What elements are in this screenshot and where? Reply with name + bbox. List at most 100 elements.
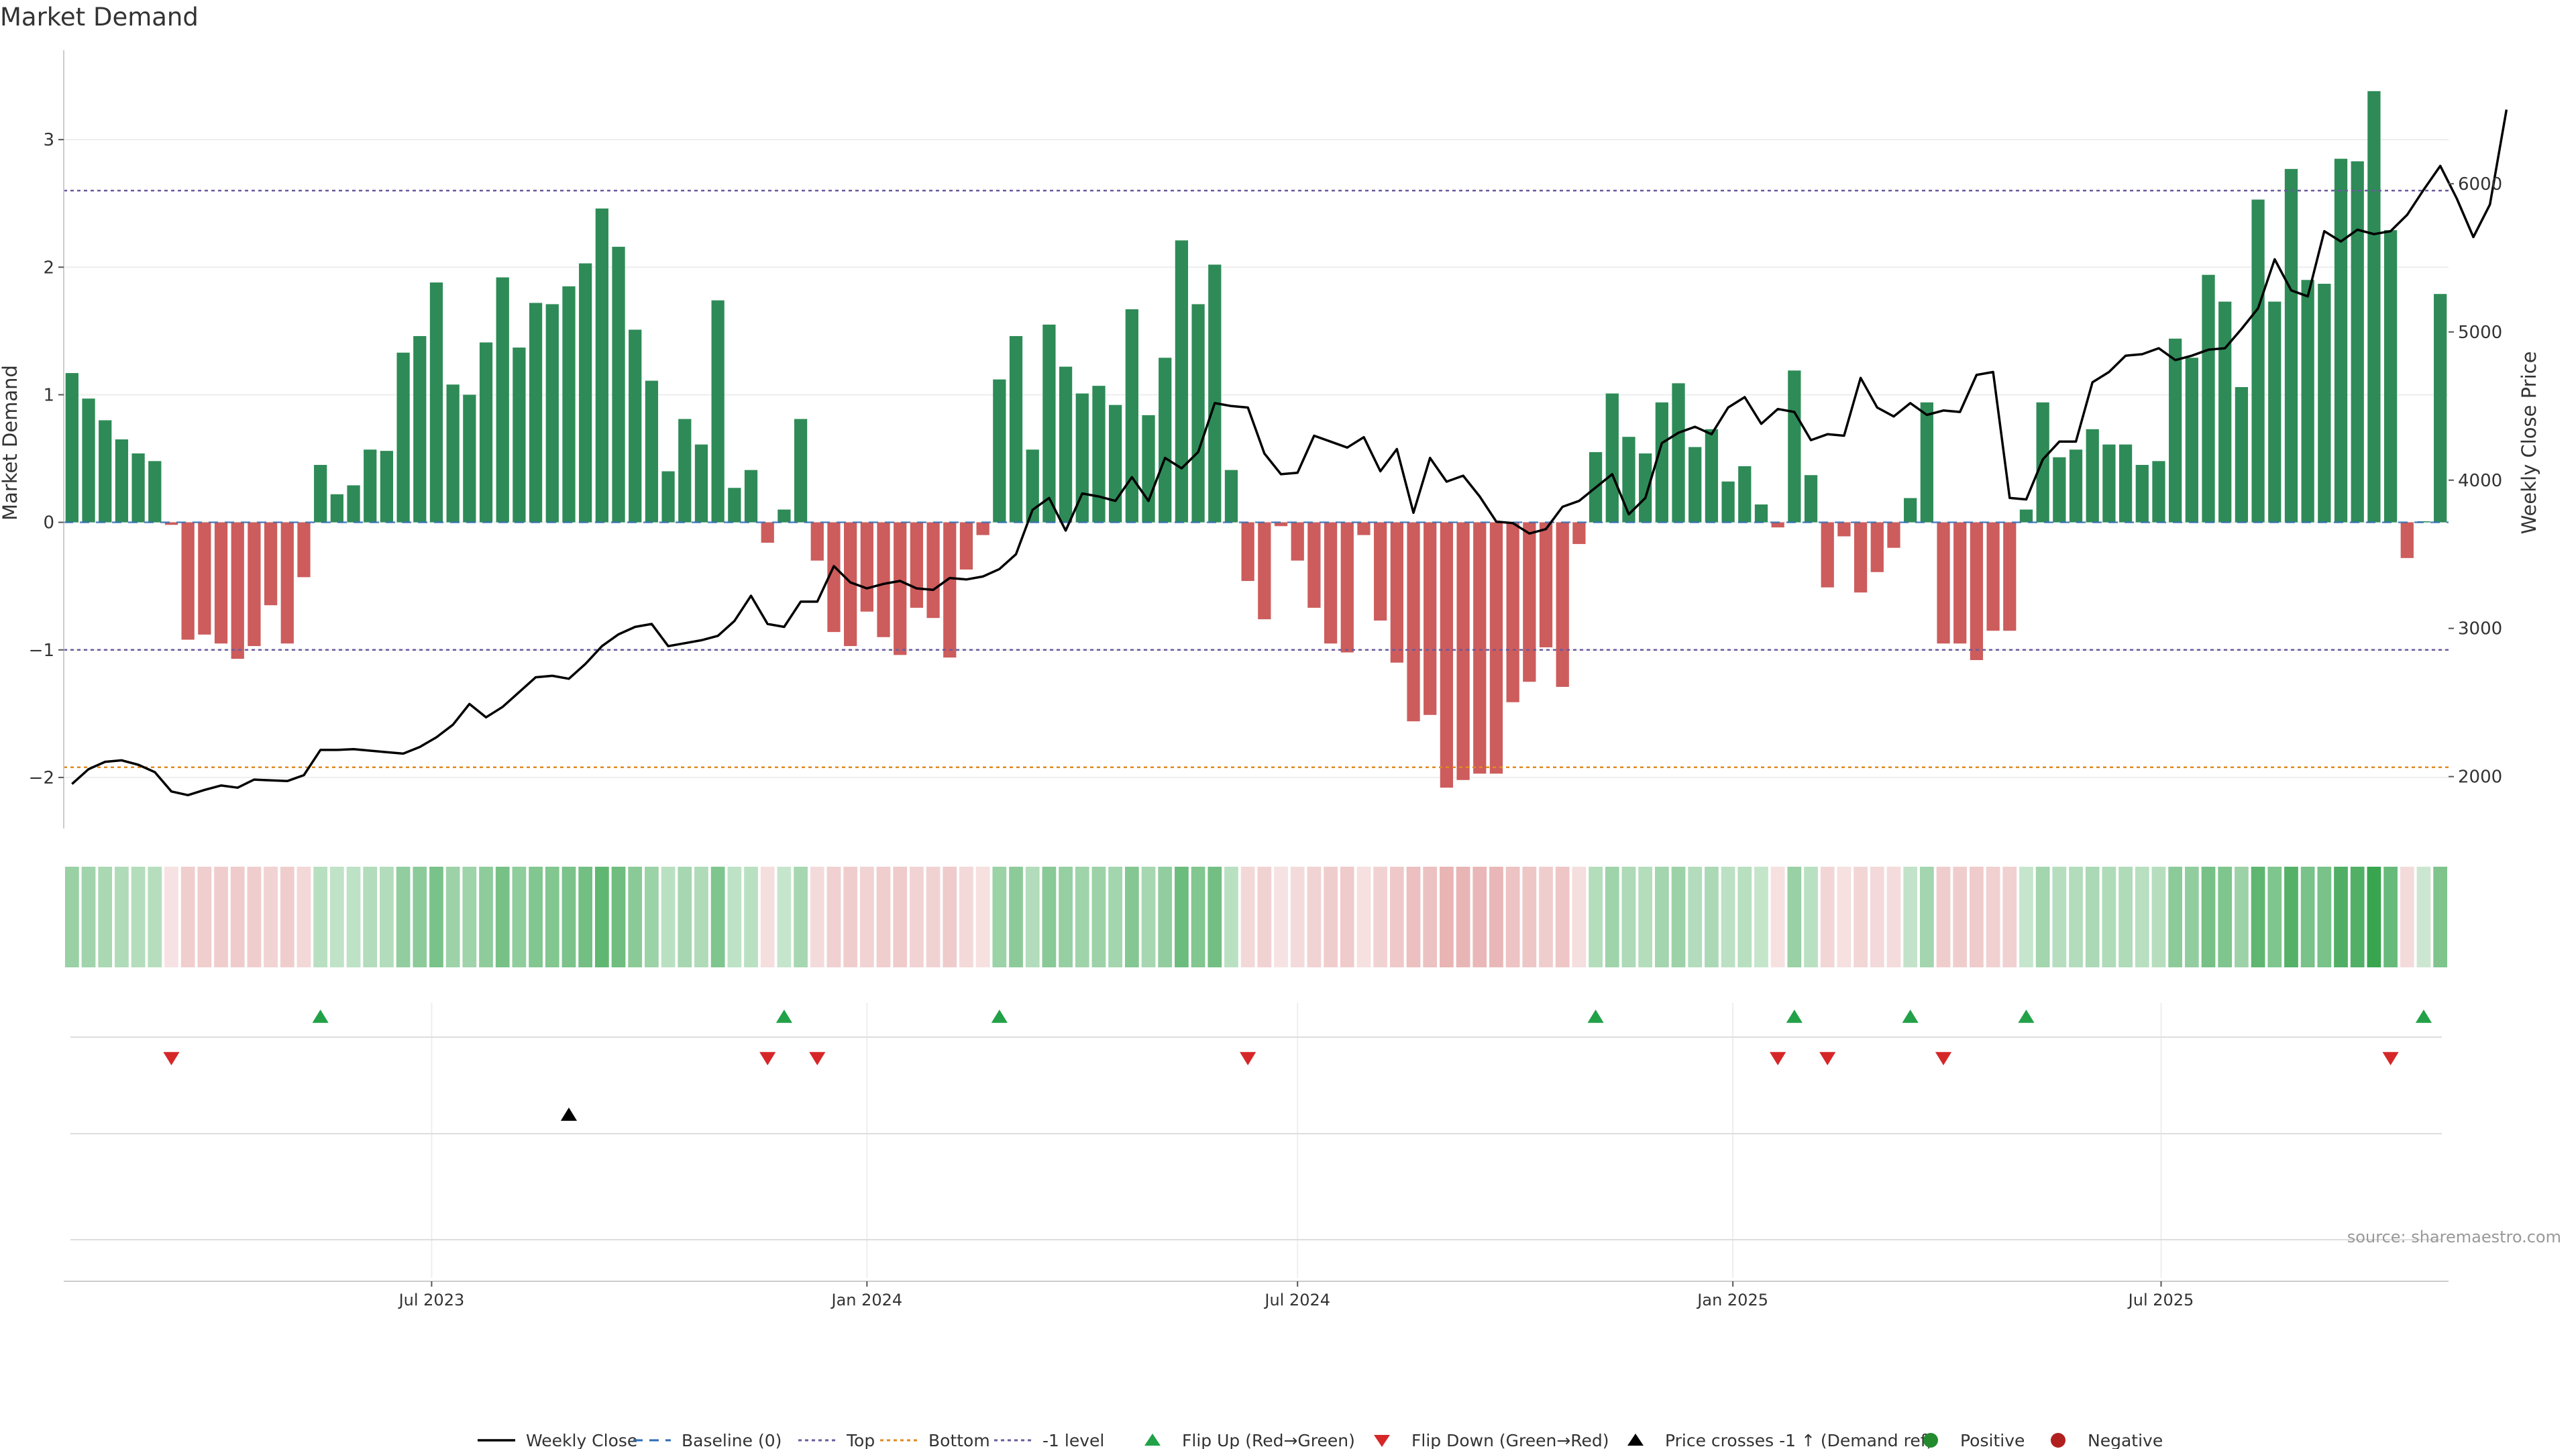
- heat-cell: [230, 867, 245, 967]
- heat-cell: [594, 867, 609, 967]
- demand-bar-positive: [545, 304, 559, 523]
- demand-bar-negative: [1440, 522, 1454, 788]
- demand-bar-positive: [463, 394, 476, 523]
- heat-cell: [1059, 867, 1073, 967]
- heat-cell: [859, 867, 874, 967]
- heat-cell: [1572, 867, 1587, 967]
- legend-swatch-triangle-up: [1627, 1434, 1644, 1446]
- demand-bar-positive: [2383, 230, 2398, 523]
- demand-bar-negative: [1390, 522, 1403, 663]
- heat-cell: [1505, 867, 1520, 967]
- demand-bar-positive: [629, 329, 642, 523]
- demand-bar-positive: [380, 451, 394, 523]
- demand-bar-positive: [2086, 429, 2099, 523]
- demand-bar-positive: [1605, 393, 1619, 523]
- demand-bar-positive: [330, 494, 343, 523]
- heat-cell: [710, 867, 725, 967]
- demand-bar-positive: [396, 352, 410, 523]
- heat-cell: [2184, 867, 2199, 967]
- y-tick-label-left: 2: [43, 258, 54, 278]
- flip-down-marker: [1935, 1052, 1952, 1065]
- heat-cell: [2267, 867, 2282, 967]
- demand-bars: [65, 91, 2447, 788]
- demand-bar-positive: [314, 465, 327, 523]
- demand-bar-negative: [761, 522, 774, 543]
- heat-cell: [297, 867, 311, 967]
- heat-cell: [777, 867, 792, 967]
- heat-cell: [1820, 867, 1835, 967]
- x-tick-label: Jul 2023: [398, 1291, 465, 1309]
- heat-cell: [975, 867, 990, 967]
- demand-bar-positive: [1622, 437, 1635, 523]
- demand-bar-positive: [1208, 264, 1222, 523]
- demand-bar-positive: [1904, 498, 1917, 523]
- heat-cell: [1141, 867, 1156, 967]
- demand-bar-positive: [744, 470, 758, 523]
- demand-bar-positive: [2202, 274, 2215, 523]
- demand-bar-positive: [479, 342, 493, 523]
- demand-bar-positive: [1159, 358, 1172, 523]
- heat-cell: [2035, 867, 2050, 967]
- heat-cell: [2085, 867, 2100, 967]
- legend-label: Baseline (0): [682, 1431, 782, 1449]
- heat-cell: [694, 867, 708, 967]
- flip-down-marker: [1240, 1052, 1256, 1065]
- heat-cell: [1009, 867, 1023, 967]
- heat-cell: [1257, 867, 1272, 967]
- heat-cell: [943, 867, 957, 967]
- heat-cell: [529, 867, 543, 967]
- demand-bar-negative: [1489, 522, 1503, 774]
- demand-bar-positive: [794, 419, 808, 523]
- demand-bar-negative: [926, 522, 940, 619]
- heat-cell: [2433, 867, 2448, 967]
- heat-cell: [1870, 867, 1884, 967]
- chart-title: Market Demand: [0, 3, 199, 32]
- heat-cell: [1389, 867, 1404, 967]
- demand-bar-positive: [148, 461, 162, 523]
- heat-cell: [1042, 867, 1057, 967]
- heat-cell: [1108, 867, 1123, 967]
- heat-cell: [1356, 867, 1371, 967]
- demand-bar-positive: [2235, 387, 2249, 523]
- demand-bar-negative: [1523, 522, 1536, 682]
- heat-cell: [1688, 867, 1703, 967]
- heat-cell: [313, 867, 328, 967]
- flip-up-marker: [1786, 1010, 1803, 1023]
- demand-bar-positive: [694, 444, 708, 523]
- y-tick-label-right: 4000: [2458, 471, 2502, 491]
- demand-bar-positive: [1125, 309, 1138, 523]
- flip-down-marker: [759, 1052, 776, 1065]
- demand-bar-positive: [1109, 405, 1122, 523]
- heat-cell: [1158, 867, 1173, 967]
- heat-cell: [98, 867, 113, 967]
- y-tick-label-left: −2: [29, 768, 54, 788]
- demand-bar-positive: [711, 300, 724, 523]
- heat-cell: [843, 867, 858, 967]
- demand-bar-positive: [2118, 444, 2133, 523]
- price-cross-marker: [560, 1108, 578, 1121]
- legend-label: Negative: [2088, 1431, 2163, 1449]
- demand-bar-positive: [347, 485, 360, 523]
- demand-bar-negative: [877, 522, 890, 637]
- heat-cell: [2002, 867, 2017, 967]
- flip-up-marker: [312, 1010, 329, 1023]
- demand-bar-positive: [496, 277, 509, 523]
- heat-cell: [661, 867, 676, 967]
- heat-cell: [2284, 867, 2298, 967]
- heat-cell: [346, 867, 361, 967]
- demand-bar-negative: [1340, 522, 1354, 653]
- demand-bar-positive: [429, 282, 443, 523]
- flip-up-marker: [2415, 1010, 2432, 1023]
- legend-label: Price crosses -1 ↑ (Demand ref): [1665, 1431, 1933, 1449]
- legend-item: Flip Down (Green→Red): [1374, 1431, 1609, 1449]
- heat-cell: [926, 867, 941, 967]
- heat-cell: [1621, 867, 1636, 967]
- heat-cell: [1274, 867, 1288, 967]
- heat-cell: [1290, 867, 1305, 967]
- demand-bar-positive: [2152, 461, 2165, 523]
- demand-bar-positive: [1142, 415, 1155, 523]
- demand-bar-positive: [579, 263, 592, 523]
- heat-cell: [2019, 867, 2033, 967]
- demand-bar-positive: [777, 509, 791, 523]
- demand-bar-positive: [2218, 301, 2232, 523]
